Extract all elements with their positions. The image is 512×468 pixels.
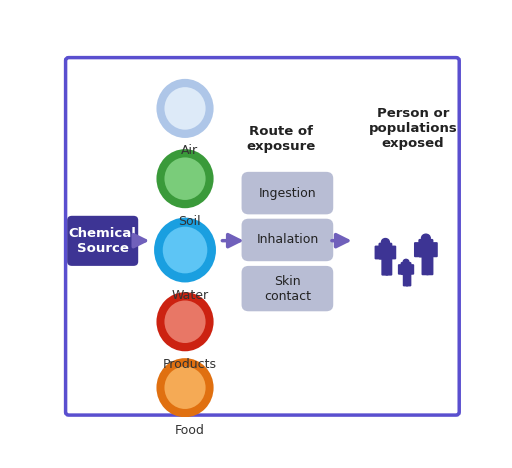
Text: Chemical
Source: Chemical Source [69,227,137,255]
FancyBboxPatch shape [66,58,459,415]
FancyBboxPatch shape [403,271,409,286]
FancyBboxPatch shape [242,219,333,261]
FancyBboxPatch shape [378,242,392,260]
Text: Person or
populations
exposed: Person or populations exposed [369,107,458,150]
FancyBboxPatch shape [391,246,396,259]
FancyBboxPatch shape [400,262,412,275]
Ellipse shape [164,157,206,200]
Ellipse shape [157,149,214,208]
FancyBboxPatch shape [410,264,414,275]
FancyBboxPatch shape [381,256,389,276]
Text: Soil: Soil [178,215,201,228]
Text: Water: Water [171,289,208,302]
Text: Route of
exposure: Route of exposure [247,125,316,154]
FancyBboxPatch shape [242,266,333,311]
Ellipse shape [163,227,207,273]
FancyBboxPatch shape [421,254,429,275]
Text: Food: Food [175,424,204,437]
Text: Products: Products [162,358,216,371]
FancyBboxPatch shape [375,246,380,259]
Ellipse shape [157,292,214,351]
Ellipse shape [164,87,206,130]
FancyBboxPatch shape [67,216,138,266]
Text: Ingestion: Ingestion [259,187,316,199]
Ellipse shape [157,79,214,138]
FancyBboxPatch shape [386,256,392,276]
FancyBboxPatch shape [432,242,438,257]
Text: Air: Air [181,145,198,157]
Ellipse shape [154,218,216,283]
Text: Inhalation: Inhalation [257,234,318,247]
FancyBboxPatch shape [242,172,333,214]
FancyBboxPatch shape [406,271,411,286]
FancyBboxPatch shape [418,239,434,257]
FancyBboxPatch shape [398,264,402,275]
Circle shape [381,239,389,246]
Circle shape [403,259,409,264]
FancyBboxPatch shape [414,242,419,257]
FancyBboxPatch shape [426,254,434,275]
Ellipse shape [164,300,206,343]
Ellipse shape [164,366,206,409]
Circle shape [421,234,430,242]
Text: Skin
contact: Skin contact [264,275,311,303]
Ellipse shape [157,358,214,417]
